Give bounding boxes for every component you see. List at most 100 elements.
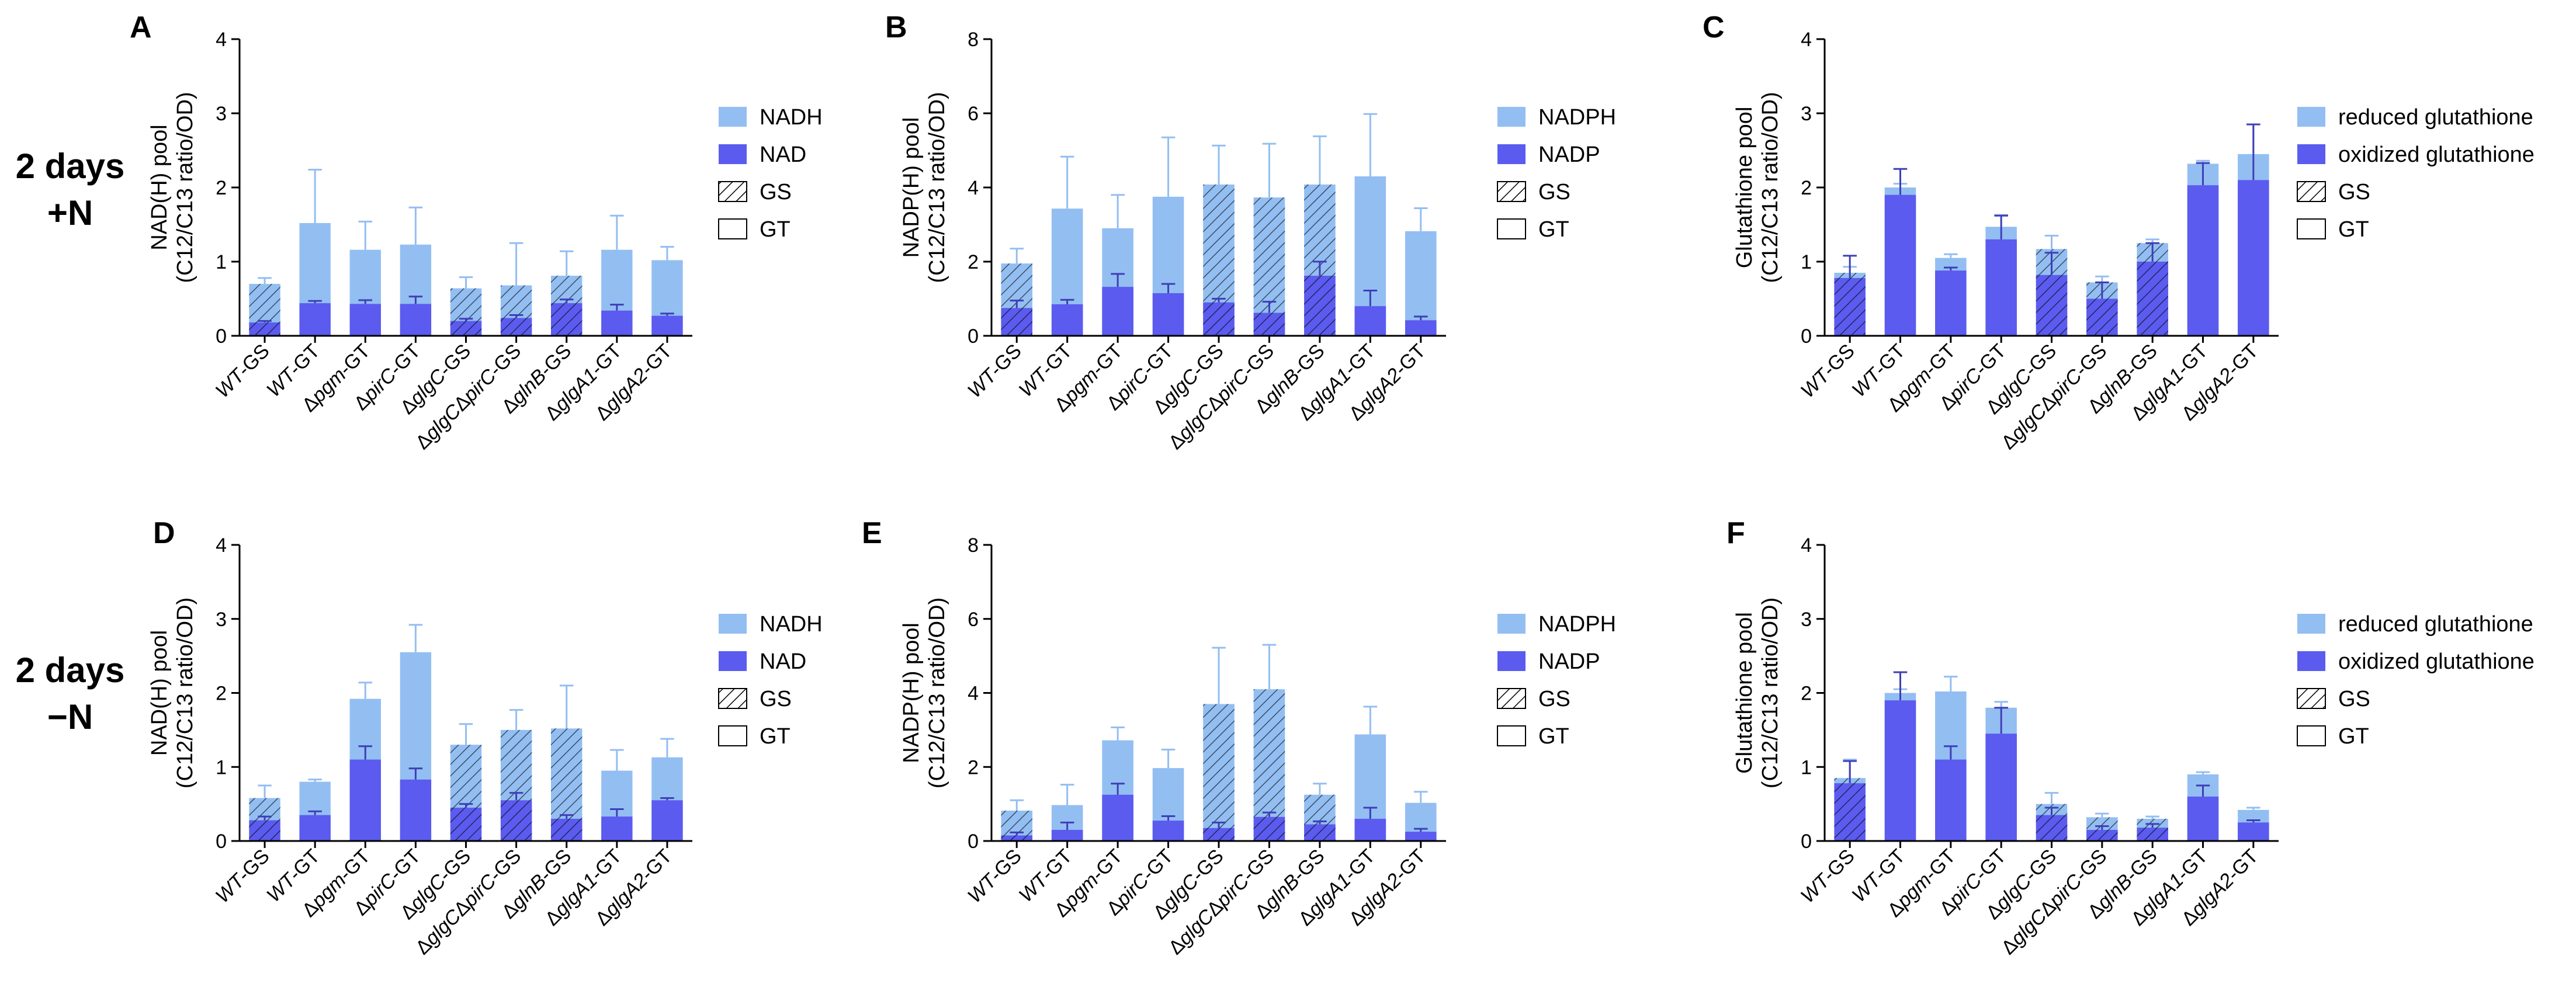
legend-swatch (719, 651, 747, 671)
bar-hatch-gs (1001, 263, 1033, 336)
y-tick-label: 0 (968, 830, 979, 853)
row-labels: 2 days +N 2 days −N (16, 147, 125, 736)
y-tick-label: 1 (1801, 251, 1812, 273)
legend-swatch-open (1497, 725, 1526, 746)
legend-swatch-open (2297, 218, 2326, 239)
y-tick-label: 4 (216, 534, 227, 557)
legend-swatch (2297, 107, 2325, 127)
legend-label: NAD (760, 142, 806, 167)
x-tick-label: WT-GS (1797, 340, 1859, 402)
legend-label: GS (1538, 180, 1570, 204)
bar-nadp (1354, 818, 1386, 841)
legend-label: oxidized glutathione (2338, 142, 2535, 167)
y-tick-label: 0 (216, 325, 227, 347)
y-axis-label-line1: NAD(H) pool (147, 630, 172, 756)
bar-nadp (1152, 821, 1184, 841)
y-tick-label: 2 (1801, 177, 1812, 199)
x-tick-label: WT-GS (963, 340, 1026, 402)
bar-oxidized-glutathione (2187, 185, 2219, 336)
legend-swatch-hatched (718, 688, 747, 709)
legend-swatch (2297, 144, 2325, 164)
y-tick-label: 2 (216, 177, 227, 199)
bar-hatch-gs (450, 745, 482, 841)
y-tick-label: 4 (1801, 29, 1812, 51)
legend-swatch-hatched (718, 181, 747, 202)
y-tick-label: 0 (1801, 325, 1812, 347)
y-tick-label: 0 (968, 325, 979, 347)
bar-oxidized-glutathione (1884, 700, 1916, 841)
bar-hatch-gs (1304, 794, 1336, 841)
bar-hatch-gs (551, 276, 583, 336)
bar-hatch-gs (1203, 184, 1235, 336)
legend-swatch-hatched (2297, 688, 2326, 709)
legend-label: NADP (1538, 142, 1600, 167)
legend-swatch-open (2297, 725, 2326, 746)
legend-swatch-open (718, 218, 747, 239)
bar-oxidized-glutathione (2238, 180, 2269, 336)
bar-nadp (1405, 320, 1437, 336)
row-label-top-line1: 2 days (16, 147, 125, 186)
legend-swatch (2297, 614, 2325, 634)
y-tick-label: 0 (1801, 830, 1812, 853)
y-tick-label: 3 (216, 103, 227, 125)
legend-label: reduced glutathione (2338, 612, 2533, 637)
bar-nad (299, 303, 331, 336)
y-tick-label: 2 (1801, 683, 1812, 705)
x-tick-label: WT-GS (1797, 845, 1859, 908)
bar-hatch-gs (249, 284, 280, 336)
bar-nadp (1405, 832, 1437, 841)
legend-swatch (1497, 614, 1526, 634)
legend-label: reduced glutathione (2338, 105, 2533, 130)
bar-hatch-gs (2137, 818, 2168, 841)
y-axis-label-line1: Glutathione pool (1732, 107, 1757, 269)
row-label-bottom-line1: 2 days (16, 651, 125, 690)
bar-oxidized-glutathione (1884, 194, 1916, 336)
y-tick-label: 3 (1801, 103, 1812, 125)
row-label-bottom-line2: −N (47, 697, 93, 736)
bar-hatch-gs (1253, 689, 1285, 841)
bar-hatch-gs (450, 288, 482, 336)
legend-label: NAD (760, 649, 806, 674)
y-tick-label: 4 (216, 29, 227, 51)
legend-label: GT (2338, 217, 2369, 242)
legend-swatch (2297, 651, 2325, 671)
bar-oxidized-glutathione (2187, 796, 2219, 841)
bar-hatch-gs (1304, 184, 1336, 336)
legend-swatch-hatched (1497, 181, 1526, 202)
y-axis-label-line2: (C12/C13 ratio/OD) (1758, 92, 1783, 283)
y-axis-label-line1: Glutathione pool (1732, 612, 1757, 774)
bar-hatch-gs (1253, 197, 1285, 336)
panel-letter: F (1726, 516, 1745, 550)
bar-oxidized-glutathione (1985, 734, 2017, 841)
bar-nad (400, 304, 432, 336)
y-axis-label: Glutathione pool(C12/C13 ratio/OD) (1732, 597, 1783, 788)
y-tick-label: 4 (1801, 534, 1812, 557)
legend-label: GS (1538, 687, 1570, 711)
panel-letter: C (1703, 11, 1725, 44)
legend-swatch (1497, 651, 1526, 671)
legend-swatch-hatched (1497, 688, 1526, 709)
y-tick-label: 2 (968, 251, 979, 273)
legend-swatch (719, 144, 747, 164)
y-axis-label-line2: (C12/C13 ratio/OD) (1758, 597, 1783, 788)
legend-label: NADPH (1538, 612, 1616, 637)
y-tick-label: 6 (968, 609, 979, 631)
y-axis-label: NAD(H) pool(C12/C13 ratio/OD) (147, 92, 197, 283)
bar-oxidized-glutathione (1935, 270, 1967, 336)
y-tick-label: 1 (216, 756, 227, 778)
legend-label: NADH (760, 612, 823, 637)
bar-nad (400, 779, 432, 841)
legend-label: GT (1538, 724, 1569, 749)
bar-nad (349, 304, 381, 336)
y-axis-label: NADP(H) pool(C12/C13 ratio/OD) (899, 597, 949, 788)
bar-hatch-gs (551, 728, 583, 841)
x-tick-label: WT-GS (212, 340, 274, 402)
bar-nadp (1102, 287, 1133, 336)
legend-label: GT (760, 217, 791, 242)
bar-nad (601, 310, 633, 336)
